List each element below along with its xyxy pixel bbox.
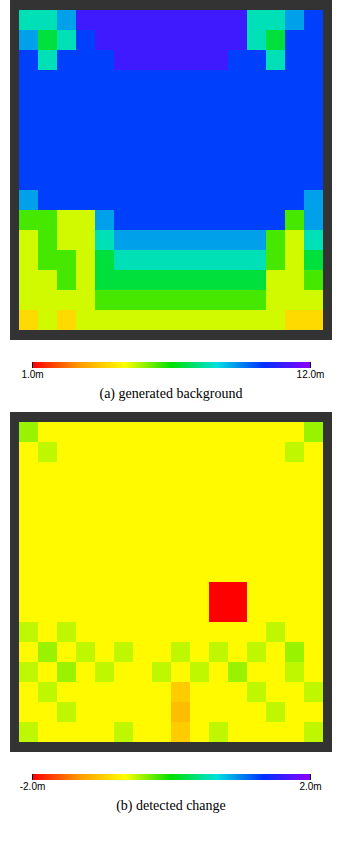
html-text:(a) generated background: (a) generated background <box>99 386 243 401</box>
svg-text:-2.0m: -2.0m <box>20 781 46 792</box>
svg-text:2.0m: 2.0m <box>299 781 321 792</box>
html-text:(b) detected change: (b) detected change <box>116 798 226 813</box>
svg-text:1.0m: 1.0m <box>21 369 43 380</box>
svg-text:12.0m: 12.0m <box>297 369 325 380</box>
